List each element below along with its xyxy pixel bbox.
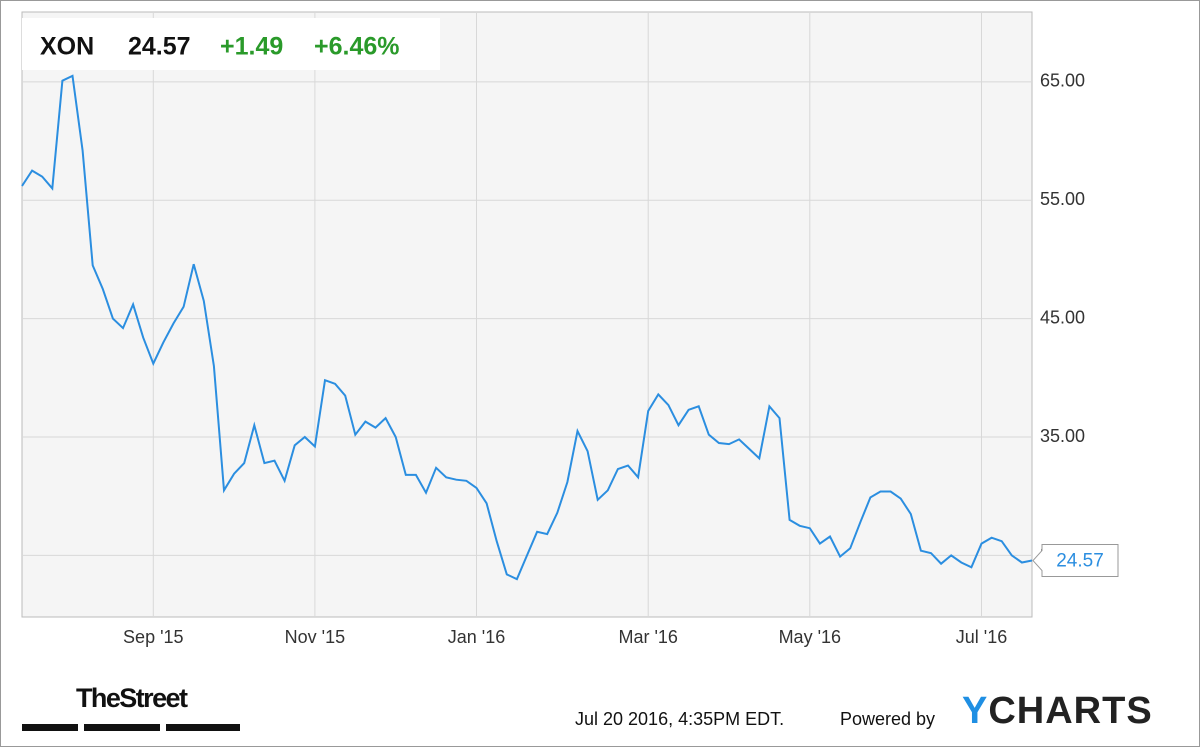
- change: +1.49: [220, 33, 283, 61]
- x-tick-label: Jul '16: [956, 627, 1007, 647]
- x-tick-label: Jan '16: [448, 627, 505, 647]
- header-box: [22, 18, 440, 70]
- y-tick-label: 55.00: [1040, 189, 1085, 209]
- x-tick-label: Nov '15: [285, 627, 345, 647]
- timestamp: Jul 20 2016, 4:35PM EDT.: [575, 709, 784, 729]
- price-line: [21, 74, 1033, 581]
- y-tick-label: 65.00: [1040, 71, 1085, 91]
- x-tick-label: Mar '16: [618, 627, 677, 647]
- y-tick-label: 45.00: [1040, 307, 1085, 327]
- ticker: XON: [40, 33, 94, 61]
- logo-bar: [84, 724, 160, 731]
- plot-area: [21, 11, 1033, 618]
- logo-bar: [22, 724, 78, 731]
- last-value-box: [1032, 544, 1119, 578]
- x-tick-label: Sep '15: [123, 627, 184, 647]
- last-value-label: 24.57: [1056, 551, 1104, 572]
- brand-logo: YCHARTS: [962, 690, 1153, 732]
- publisher: TheStreet: [76, 683, 188, 713]
- y-tick-label: 35.00: [1040, 426, 1085, 446]
- powered-by: Powered by: [840, 709, 935, 729]
- price: 24.57: [128, 33, 191, 61]
- logo-bar: [166, 724, 240, 731]
- x-tick-label: May '16: [779, 627, 841, 647]
- change-percent: +6.46%: [314, 33, 400, 61]
